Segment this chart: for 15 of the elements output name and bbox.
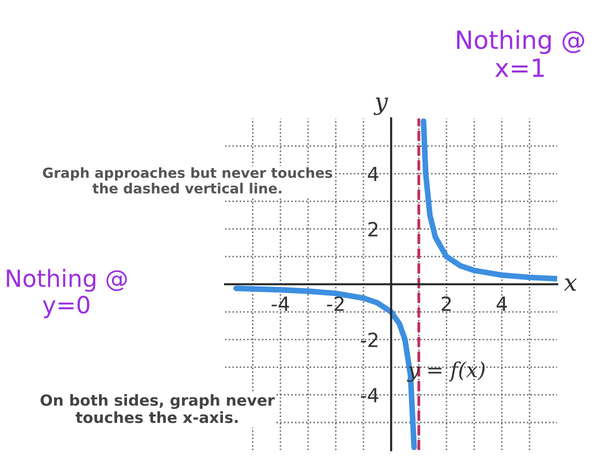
y-tick-label: -2 [360,332,378,347]
text: Nothing @ y=0 [6,268,127,318]
x-tick-label: -2 [327,296,344,311]
y-tick-label: -4 [360,388,378,402]
x-tick-label: -4 [272,296,290,311]
y-tick-label: 4 [368,166,378,182]
y-axis-title: y [374,98,388,116]
annotation: On both sides, graph never touches the x-axis. [40,394,275,424]
x-tick-label: 4 [496,296,507,311]
x-tick-label: 2 [442,296,451,311]
annotation: Graph approaches but never touches the dashed vertical line. [42,167,332,194]
x-axis-title: x [564,278,577,291]
y-tick-label: 2 [368,222,378,236]
series-label: y = f(x) [406,361,485,382]
text: Nothing @ x=1 [457,30,584,77]
